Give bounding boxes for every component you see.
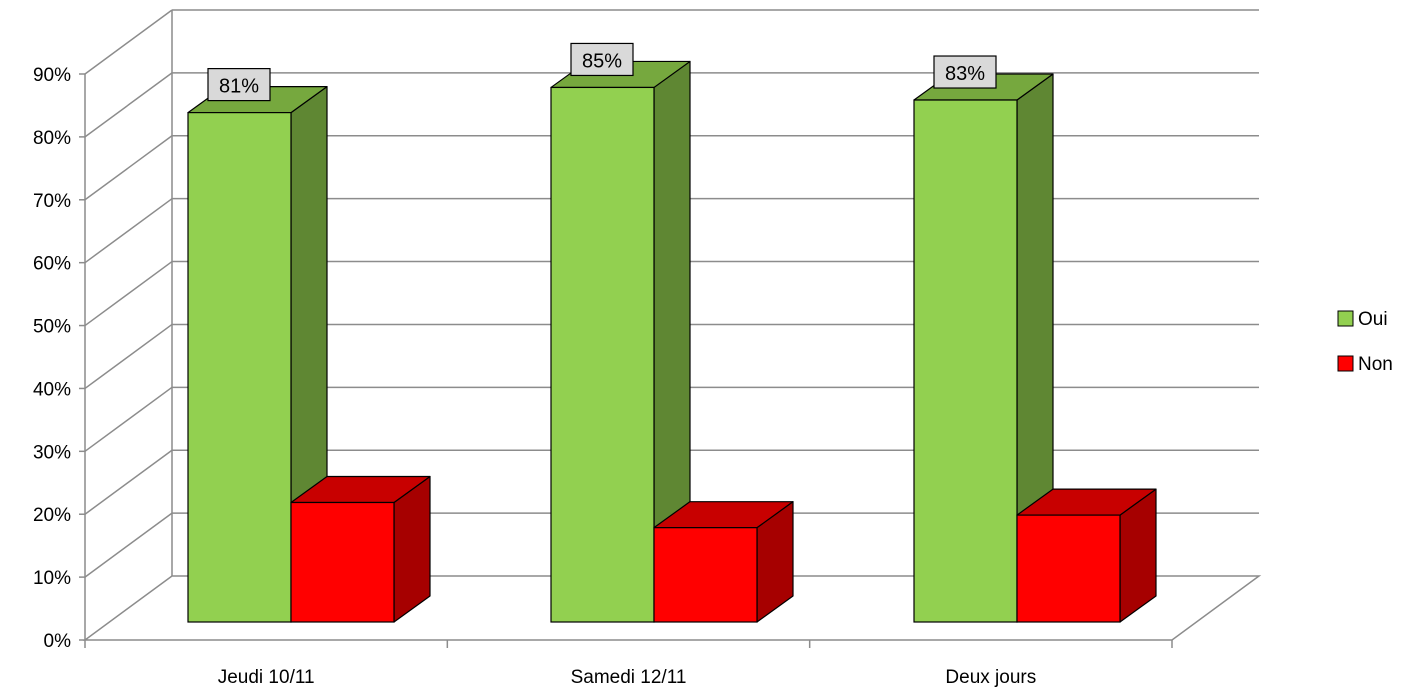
legend-swatch — [1337, 355, 1354, 372]
bar-oui — [913, 73, 1054, 623]
bar-non-front — [290, 501, 395, 623]
gridline-left-wall — [84, 512, 173, 578]
bar-non — [290, 475, 431, 623]
gridline-left-wall — [84, 386, 173, 452]
data-label-oui: 85% — [570, 42, 634, 77]
legend: Oui Non — [1337, 309, 1393, 375]
y-tick-label: 70% — [33, 191, 71, 212]
legend-item-oui: Oui — [1337, 309, 1388, 330]
y-tick-label: 80% — [33, 128, 71, 149]
y-tick-label: 10% — [33, 568, 71, 589]
gridline-left-wall — [84, 198, 173, 264]
bar-non — [653, 501, 794, 623]
bar-non — [1016, 488, 1157, 623]
y-tick-label: 90% — [33, 65, 71, 86]
gridline-left-wall — [84, 72, 173, 138]
legend-label: Non — [1358, 354, 1393, 375]
data-label-text: 83% — [945, 63, 985, 85]
legend-item-non: Non — [1337, 354, 1393, 375]
y-tick-label: 50% — [33, 317, 71, 338]
x-category-label: Jeudi 10/11 — [218, 667, 315, 688]
data-label-box — [207, 67, 271, 102]
data-label-text: 85% — [582, 50, 622, 72]
gridline-left-wall — [84, 260, 173, 327]
y-axis-tick-labels: 0% 10% 20% 30% 40% 50% 60% 70% 80% 90% — [33, 65, 85, 652]
y-tick-label: 40% — [33, 379, 71, 400]
gridline-left-wall — [84, 323, 173, 390]
legend-swatch — [1337, 310, 1354, 327]
gridline-left-wall — [84, 135, 173, 201]
gridline-left-wall — [84, 9, 173, 75]
y-tick-label: 30% — [33, 442, 71, 463]
data-label-text: 81% — [219, 76, 259, 98]
data-label-oui: 83% — [933, 55, 997, 89]
y-tick-label: 60% — [33, 254, 71, 275]
legend-label: Oui — [1358, 309, 1388, 330]
bar-non-front — [653, 527, 758, 623]
gridline-left-wall — [84, 449, 173, 515]
y-tick-label: 20% — [33, 505, 71, 526]
bar-non-front — [1016, 514, 1121, 623]
data-label-oui: 81% — [207, 67, 271, 102]
data-label-box — [933, 55, 997, 89]
x-category-label: Deux jours — [945, 667, 1036, 688]
x-category-label: Samedi 12/11 — [571, 667, 687, 688]
bar-oui-front — [187, 111, 292, 623]
bar-oui-front — [913, 99, 1018, 623]
bars — [187, 60, 1157, 623]
data-label-box — [570, 42, 634, 77]
bar-oui — [550, 60, 691, 623]
bar-oui-front — [550, 86, 655, 623]
y-tick-label: 0% — [44, 631, 72, 652]
data-labels: 81% 85% 83% — [207, 42, 997, 102]
x-axis: Jeudi 10/11 Samedi 12/11 Deux jours — [84, 640, 1173, 688]
